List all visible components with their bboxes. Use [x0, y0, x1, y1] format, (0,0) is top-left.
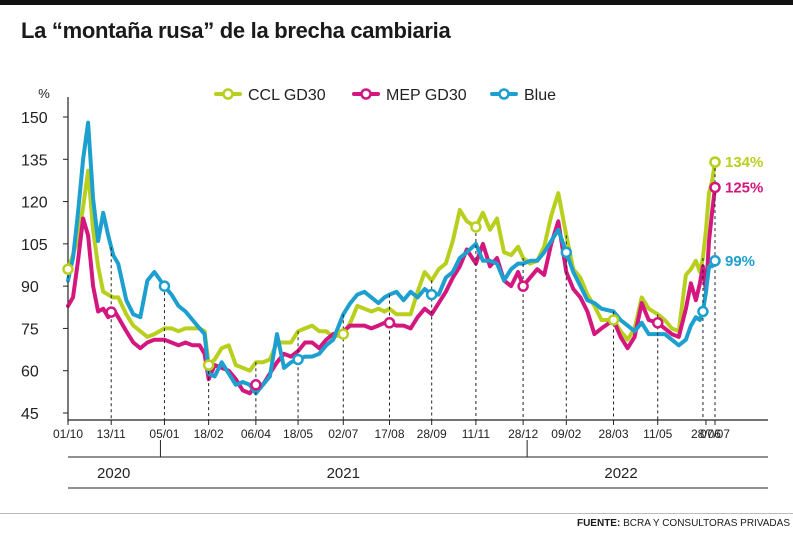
x-tick-label: 06/04: [241, 427, 271, 441]
x-tick-label: 02/07: [328, 427, 358, 441]
marker-dot-mep: [517, 280, 529, 292]
y-tick-label: 45: [21, 406, 39, 423]
legend: CCL GD30 MEP GD30 Blue: [214, 87, 556, 104]
x-tick-label: 11/05: [643, 427, 672, 441]
marker-dot-mep: [105, 306, 117, 318]
y-tick-label: 90: [21, 279, 39, 296]
year-label: 2021: [327, 465, 360, 482]
end-label-ccl: 134%: [725, 154, 763, 171]
y-axis-label: %: [38, 86, 50, 101]
top-rule: [0, 0, 793, 5]
x-tick-label: 11/11: [462, 427, 491, 441]
year-label: 2020: [97, 465, 130, 482]
marker-dot-blue: [158, 280, 171, 292]
marker-dot-ccl: [62, 263, 74, 275]
marker-dot-blue: [425, 288, 438, 301]
x-tick-label: 05/01: [149, 427, 179, 441]
x-tick-label: 28/03: [599, 427, 629, 441]
y-tick-label: 150: [21, 110, 48, 127]
marker-dot-mep: [383, 317, 396, 329]
end-dot-mep: [709, 181, 721, 194]
source-note: FUENTE: BCRA Y CONSULTORAS PRIVADAS: [0, 518, 790, 529]
y-tick-label: 60: [21, 364, 39, 381]
y-tick-label: 105: [21, 237, 48, 254]
marker-dot-mep: [250, 379, 262, 391]
x-tick-label: 17/08: [374, 427, 404, 441]
marker-dot-mep: [651, 317, 664, 329]
marker-dot-ccl: [337, 328, 350, 340]
chart-title: La “montaña rusa” de la brecha cambiaria: [21, 18, 451, 43]
legend-dot-ccl: [222, 88, 234, 100]
x-tick-label: 18/05: [283, 427, 313, 441]
footer-rule: [0, 513, 793, 514]
x-tick-label: 28/06: [691, 427, 721, 441]
y-tick-label: 75: [21, 321, 39, 338]
x-tick-label: 28/09: [417, 427, 447, 441]
marker-dot-ccl: [470, 221, 482, 233]
marker-dot-blue: [560, 246, 573, 259]
series-line-blue: [66, 120, 717, 396]
end-dot-ccl: [709, 156, 721, 168]
year-label: 2022: [604, 465, 637, 482]
x-tick-label: 18/02: [194, 427, 224, 441]
legend-label-mep: MEP GD30: [386, 87, 467, 104]
legend-dot-mep: [360, 88, 372, 100]
y-tick-label: 135: [21, 152, 48, 169]
marker-dot-blue: [697, 305, 709, 318]
marker-dot-ccl: [607, 314, 620, 326]
marker-dot-ccl: [202, 359, 215, 371]
x-tick-label: 07/07: [700, 427, 730, 441]
legend-label-blue: Blue: [524, 87, 556, 104]
source-text: BCRA Y CONSULTORAS PRIVADAS: [623, 518, 790, 529]
marker-dot-blue: [292, 353, 304, 366]
x-tick-label: 28/12: [508, 427, 538, 441]
x-tick-label: 01/10: [53, 427, 83, 441]
legend-dot-blue: [498, 88, 510, 100]
end-dot-blue: [709, 255, 721, 267]
y-tick-label: 120: [21, 195, 48, 212]
end-label-mep: 125%: [725, 179, 763, 196]
end-label-blue: 99%: [725, 253, 755, 270]
x-tick-label: 13/11: [97, 427, 126, 441]
legend-label-ccl: CCL GD30: [248, 87, 326, 104]
x-tick-label: 09/02: [551, 427, 581, 441]
source-label: FUENTE:: [576, 518, 621, 529]
